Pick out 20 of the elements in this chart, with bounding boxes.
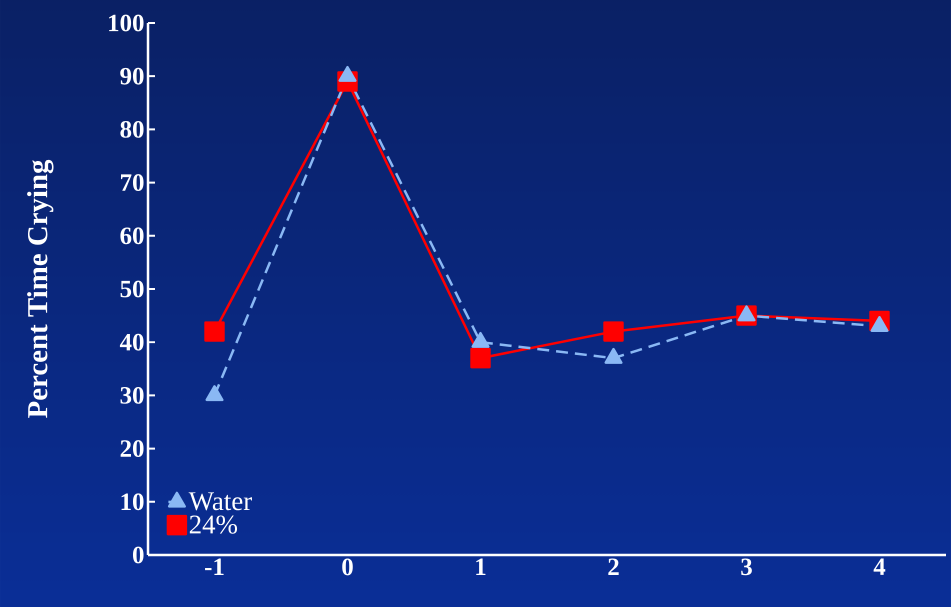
x-tick-label: 4	[874, 558, 886, 575]
legend-label: 24%	[190, 515, 238, 534]
y-tick-label: 60	[120, 227, 144, 244]
y-tick-label: 40	[120, 334, 144, 351]
x-tick-label: 3	[741, 558, 752, 576]
x-tick-label: 1	[476, 558, 486, 575]
x-tick-label: -1	[205, 558, 224, 575]
x-tick-label: 0	[342, 558, 353, 576]
y-tick-label: 10	[122, 493, 144, 510]
y-tick-label: 90	[120, 68, 144, 85]
y-tick-label: 70	[121, 174, 144, 191]
x-tick-label: 2	[608, 558, 619, 575]
y-tick-label: 20	[120, 440, 144, 457]
y-axis-title: Percent Time Crying	[27, 160, 54, 418]
y-tick-label: 50	[120, 280, 144, 298]
y-tick-label: 0	[132, 546, 144, 564]
y-tick-label: 80	[120, 120, 144, 138]
y-tick-label: 100	[109, 14, 144, 32]
y-tick-label: 30	[120, 386, 144, 404]
legend-label: Water	[188, 492, 252, 510]
